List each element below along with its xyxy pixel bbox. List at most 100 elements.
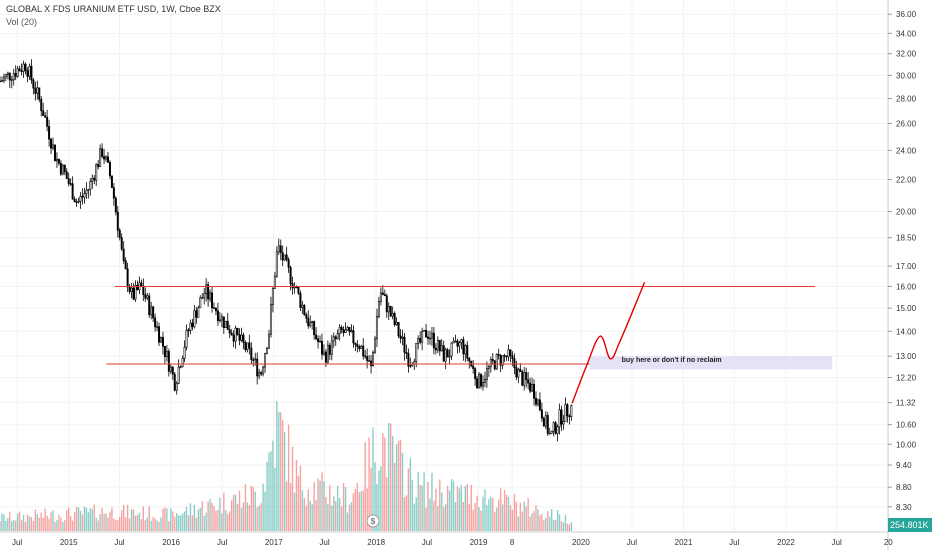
price-axis[interactable]: 36.00 34.00 32.00 30.00 28.00 26.00 24.00 22.00… — [888, 10, 917, 512]
volume-bar — [81, 514, 84, 531]
candle-body — [501, 355, 504, 366]
candle-body — [269, 304, 272, 335]
candle-body — [260, 372, 263, 375]
x-tick-label: 2021 — [675, 538, 693, 547]
y-tick-label: 15.00 — [896, 304, 917, 313]
volume-bar — [30, 517, 33, 531]
candle-body — [317, 338, 320, 343]
volume-bar — [117, 520, 119, 531]
candle-body — [177, 366, 180, 384]
candle-body — [36, 87, 39, 94]
volume-bar — [244, 484, 247, 531]
candle-body — [305, 314, 308, 319]
volume-bar — [270, 451, 272, 531]
y-tick-label: 32.00 — [896, 50, 917, 59]
volume-bar — [352, 493, 355, 531]
dollar-badge[interactable]: $ — [366, 514, 380, 528]
volume-bar — [441, 492, 443, 531]
candle-body — [352, 330, 355, 344]
candle-body — [179, 366, 182, 368]
candle-body — [91, 177, 94, 182]
volume-bar — [50, 512, 52, 531]
x-tick-label: 20 — [884, 538, 893, 547]
volume-bar — [268, 452, 270, 531]
volume-bar — [170, 508, 172, 531]
volume-bar — [543, 520, 545, 531]
candle-body — [425, 329, 428, 338]
candle-body — [71, 183, 74, 200]
candle-body — [99, 148, 102, 168]
volume-bar — [368, 437, 370, 531]
candle-body — [114, 197, 117, 213]
volume-bar — [9, 511, 11, 531]
volume-bar — [515, 501, 518, 531]
volume-bar — [462, 501, 465, 531]
candle-body — [566, 404, 569, 417]
volume-bar — [136, 514, 139, 531]
volume-bar — [52, 510, 54, 531]
candle-body — [163, 345, 166, 357]
candle-body — [438, 339, 441, 352]
candle-body — [55, 158, 58, 162]
volume-bar — [346, 512, 349, 531]
candle-body — [53, 144, 56, 162]
volume-bar — [525, 506, 527, 531]
candle-body — [472, 365, 475, 369]
volume-marker: 254.801K — [888, 518, 932, 532]
candle-body — [248, 342, 251, 349]
candle-body — [287, 259, 290, 268]
candle-body — [4, 74, 7, 78]
volume-bar — [403, 497, 406, 531]
candle-body — [277, 245, 280, 253]
candle-body — [497, 354, 500, 356]
volume-bar — [211, 502, 213, 531]
volume-bar — [34, 509, 37, 531]
volume-bar — [276, 401, 278, 531]
y-tick-label: 8.30 — [896, 503, 912, 512]
x-tick-label: Jul — [12, 538, 22, 547]
annotation-box-rect[interactable] — [589, 356, 833, 370]
annotation-box[interactable]: buy here or don't if no reclaim — [589, 356, 833, 370]
candle-body — [16, 68, 19, 77]
volume-bar — [109, 511, 111, 531]
volume-bar — [124, 517, 127, 531]
volume-bar — [488, 498, 490, 531]
candle-body — [146, 295, 149, 299]
candle-body — [148, 295, 151, 316]
candle-body — [167, 350, 170, 372]
volume-bar — [115, 520, 117, 531]
volume-bar — [174, 516, 176, 531]
candle-body — [87, 189, 90, 191]
volume-bar — [305, 505, 307, 531]
projection-curve[interactable] — [571, 282, 646, 404]
candle-body — [44, 115, 47, 118]
candle-body — [344, 329, 347, 333]
volume-bar — [256, 507, 258, 531]
candle-body — [6, 72, 9, 75]
candle-body — [214, 307, 217, 312]
volume-bar — [433, 500, 435, 531]
candle-body — [450, 342, 453, 357]
candle-body — [385, 295, 388, 313]
volume-bar — [437, 505, 439, 531]
volume-bar — [207, 501, 209, 531]
candle-body — [8, 72, 11, 81]
candle-body — [533, 384, 536, 399]
y-tick-label: 11.32 — [896, 399, 916, 408]
volume-bar — [301, 490, 304, 531]
volume-bar — [154, 518, 156, 531]
x-tick-label: 2022 — [777, 538, 795, 547]
volume-bar — [386, 477, 388, 531]
candle-body — [61, 164, 64, 175]
volume-bar — [333, 496, 335, 531]
volume-bar — [83, 506, 86, 531]
candle-body — [124, 260, 127, 270]
time-axis[interactable]: Jul 2015 Jul 2016 Jul 2017 Jul 2018 Jul 2019 8 2020… — [12, 538, 893, 547]
volume-bar — [240, 507, 243, 531]
volume-bar — [254, 491, 256, 531]
candle-body — [570, 405, 573, 418]
candle-body — [322, 351, 325, 355]
candle-body — [150, 306, 153, 316]
volume-bar — [248, 505, 251, 531]
